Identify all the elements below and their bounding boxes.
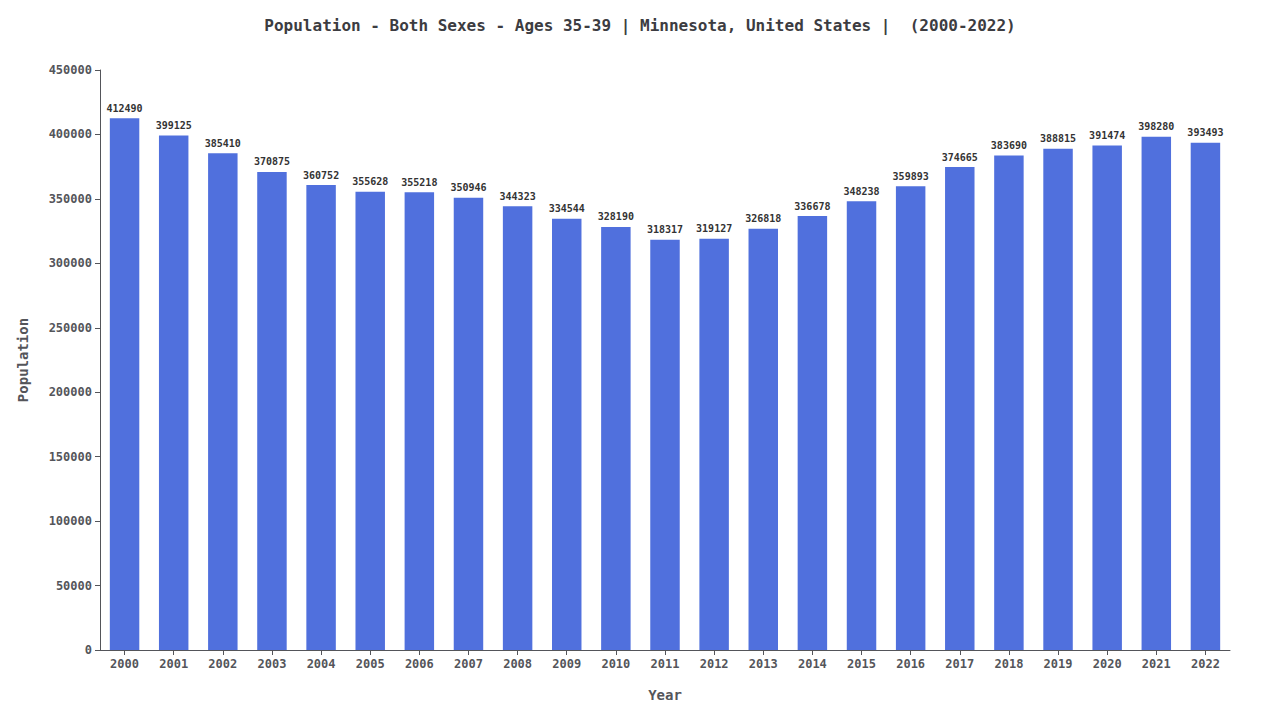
svg-text:2007: 2007 <box>454 657 483 671</box>
svg-text:400000: 400000 <box>49 127 92 141</box>
svg-text:300000: 300000 <box>49 256 92 270</box>
svg-text:355628: 355628 <box>352 176 388 187</box>
svg-text:2021: 2021 <box>1142 657 1171 671</box>
svg-text:2012: 2012 <box>700 657 729 671</box>
svg-text:2009: 2009 <box>552 657 581 671</box>
svg-text:2004: 2004 <box>307 657 336 671</box>
svg-text:2003: 2003 <box>258 657 287 671</box>
svg-text:348238: 348238 <box>843 186 879 197</box>
svg-text:0: 0 <box>85 643 92 657</box>
svg-text:Year: Year <box>648 687 682 703</box>
svg-text:Population: Population <box>15 318 31 402</box>
svg-text:370875: 370875 <box>254 156 290 167</box>
svg-text:328190: 328190 <box>598 211 634 222</box>
svg-text:326818: 326818 <box>745 213 781 224</box>
svg-text:383690: 383690 <box>991 140 1027 151</box>
svg-text:2017: 2017 <box>945 657 974 671</box>
svg-text:100000: 100000 <box>49 514 92 528</box>
svg-text:388815: 388815 <box>1040 133 1076 144</box>
svg-text:2014: 2014 <box>798 657 827 671</box>
svg-text:2005: 2005 <box>356 657 385 671</box>
svg-text:2015: 2015 <box>847 657 876 671</box>
svg-text:398280: 398280 <box>1138 121 1174 132</box>
svg-text:2016: 2016 <box>896 657 925 671</box>
svg-text:2020: 2020 <box>1093 657 1122 671</box>
svg-text:360752: 360752 <box>303 170 339 181</box>
svg-text:336678: 336678 <box>794 201 830 212</box>
svg-text:50000: 50000 <box>56 579 92 593</box>
svg-text:2006: 2006 <box>405 657 434 671</box>
svg-text:200000: 200000 <box>49 385 92 399</box>
svg-text:2010: 2010 <box>601 657 630 671</box>
svg-text:Population - Both Sexes - Ages: Population - Both Sexes - Ages 35-39 | M… <box>264 16 1015 36</box>
svg-text:319127: 319127 <box>696 223 732 234</box>
svg-text:2022: 2022 <box>1191 657 1220 671</box>
svg-text:385410: 385410 <box>205 138 241 149</box>
svg-text:412490: 412490 <box>107 103 143 114</box>
svg-text:359893: 359893 <box>893 171 929 182</box>
svg-text:2002: 2002 <box>208 657 237 671</box>
svg-text:374665: 374665 <box>942 152 978 163</box>
svg-text:250000: 250000 <box>49 321 92 335</box>
svg-text:2013: 2013 <box>749 657 778 671</box>
svg-text:344323: 344323 <box>500 191 536 202</box>
svg-text:318317: 318317 <box>647 224 683 235</box>
svg-text:2000: 2000 <box>110 657 139 671</box>
svg-text:350946: 350946 <box>450 182 486 193</box>
svg-text:355218: 355218 <box>401 177 437 188</box>
svg-text:334544: 334544 <box>549 203 585 214</box>
svg-text:150000: 150000 <box>49 450 92 464</box>
svg-text:2018: 2018 <box>994 657 1023 671</box>
svg-text:2011: 2011 <box>651 657 680 671</box>
svg-text:2008: 2008 <box>503 657 532 671</box>
svg-text:450000: 450000 <box>49 63 92 77</box>
svg-text:399125: 399125 <box>156 120 192 131</box>
svg-text:2001: 2001 <box>159 657 188 671</box>
svg-text:393493: 393493 <box>1187 127 1223 138</box>
svg-text:350000: 350000 <box>49 192 92 206</box>
svg-text:391474: 391474 <box>1089 130 1125 141</box>
svg-text:2019: 2019 <box>1044 657 1073 671</box>
